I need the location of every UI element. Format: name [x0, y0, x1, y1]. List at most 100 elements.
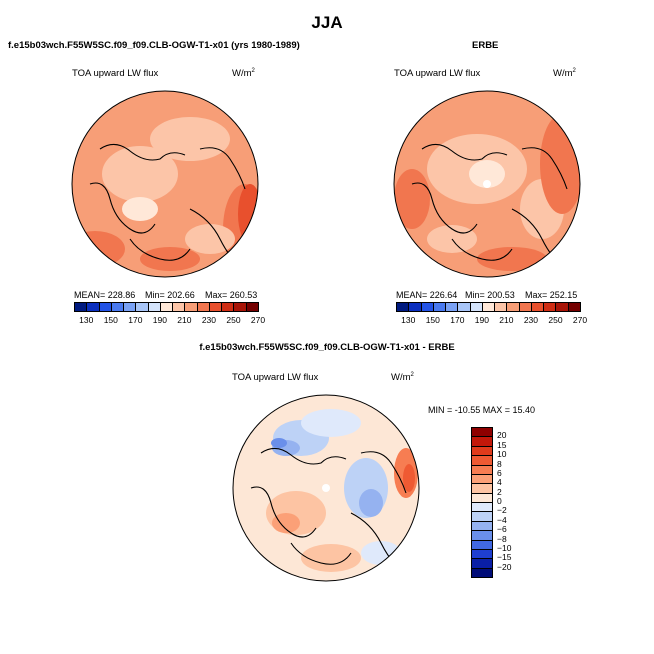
- model-map-boundary: [71, 90, 259, 278]
- colorbar-swatch: [457, 302, 471, 312]
- colorbar-swatch: [420, 302, 434, 312]
- colorbar-swatch: [233, 302, 247, 312]
- coastline: [129, 238, 191, 261]
- colorbar-swatch: [567, 302, 581, 312]
- colorbar-tick-label: 190: [474, 315, 489, 325]
- colorbar-swatch: [506, 302, 520, 312]
- coastline: [451, 238, 513, 261]
- coastline: [421, 143, 508, 161]
- obs-max-label: Max= 252.15: [525, 290, 578, 300]
- colorbar-tick-label: −8: [497, 533, 507, 544]
- colorbar-swatch: [172, 302, 186, 312]
- map-field-contour: [271, 438, 287, 448]
- colorbar-tick-label: 150: [425, 315, 440, 325]
- map-field-contour: [122, 197, 158, 221]
- map-field-contour: [394, 169, 430, 229]
- colorbar-tick-label: −15: [497, 552, 512, 563]
- colorbar-swatch: [396, 302, 410, 312]
- colorbar-swatch: [530, 302, 545, 312]
- colorbar-tick-label: 130: [401, 315, 416, 325]
- colorbar-swatch: [432, 302, 447, 312]
- colorbar-tick-label: 20: [497, 430, 507, 441]
- obs-min-label: Min= 200.53: [465, 290, 515, 300]
- diff-units-label: W/m2: [391, 372, 414, 384]
- colorbar-tick-label: 230: [523, 315, 539, 325]
- map-field-contour: [150, 117, 230, 161]
- colorbar-swatch: [98, 302, 112, 312]
- coastline: [521, 147, 568, 190]
- colorbar-swatch: [208, 302, 223, 312]
- obs-map-boundary: [393, 90, 581, 278]
- colorbar-tick-label: 2: [497, 486, 502, 497]
- coastline: [290, 542, 352, 565]
- colorbar-swatch: [110, 302, 125, 312]
- colorbar-swatch: [518, 302, 532, 312]
- model-variable-label: TOA upward LW flux: [72, 68, 159, 79]
- colorbar-tick-label: 270: [250, 315, 266, 325]
- colorbar-swatch: [471, 567, 493, 578]
- colorbar-swatch: [135, 302, 149, 312]
- map-field-contour: [185, 224, 235, 254]
- colorbar-tick-label: 15: [497, 439, 507, 450]
- obs-mean-label: MEAN= 226.64: [396, 290, 458, 300]
- colorbar-swatch: [159, 302, 174, 312]
- coastline: [250, 486, 317, 538]
- model-mean-label: MEAN= 228.86: [74, 290, 136, 300]
- colorbar-tick-label: 8: [497, 458, 502, 469]
- colorbar-swatch: [408, 302, 422, 312]
- figure-title: JJA: [311, 13, 343, 32]
- colorbar-tick-label: 4: [497, 477, 502, 488]
- map-field-contour: [272, 513, 300, 533]
- map-field-contour: [102, 146, 178, 202]
- coastline: [99, 143, 186, 161]
- model-polar-map: [71, 90, 259, 278]
- map-field-contour: [140, 247, 200, 271]
- colorbar-tick-label: 230: [201, 315, 217, 325]
- colorbar-swatch: [147, 302, 161, 312]
- map-field-contour: [540, 114, 580, 214]
- map-field-contour: [361, 541, 401, 565]
- colorbar-tick-label: 190: [152, 315, 167, 325]
- colorbar-swatch: [445, 302, 459, 312]
- map-field-contour: [359, 489, 383, 517]
- colorbar-tick-label: 250: [548, 315, 563, 325]
- model-min-label: Min= 202.66: [145, 290, 195, 300]
- obs-pole-gap: [483, 180, 491, 188]
- colorbar-tick-label: 250: [226, 315, 241, 325]
- colorbar-tick-label: 210: [177, 315, 192, 325]
- colorbar-tick-label: −2: [497, 505, 507, 516]
- obs-colorbar: [396, 302, 581, 312]
- colorbar-tick-label: 130: [79, 315, 94, 325]
- colorbar-swatch: [221, 302, 235, 312]
- colorbar-swatch: [123, 302, 137, 312]
- model-colorbar-ticks: 130 150 170 190 210 230 250 270: [74, 315, 265, 327]
- colorbar-swatch: [245, 302, 259, 312]
- colorbar-swatch: [543, 302, 557, 312]
- diff-min-max-label: MIN = -10.55 MAX = 15.40: [428, 405, 536, 415]
- colorbar-tick-label: −20: [497, 561, 512, 572]
- coastline: [260, 447, 347, 465]
- diff-polar-map: [232, 394, 420, 582]
- model-colorbar: [74, 302, 259, 312]
- map-field-contour: [301, 544, 361, 572]
- colorbar-swatch: [184, 302, 198, 312]
- colorbar-swatch: [555, 302, 569, 312]
- coastline: [89, 182, 156, 234]
- diff-map-boundary: [232, 394, 420, 582]
- map-field-contour: [477, 247, 547, 271]
- coastline: [411, 182, 478, 234]
- diff-panel-title: f.e15b03wch.F55W5SC.f09_f09.CLB-OGW-T1-x…: [199, 342, 455, 353]
- obs-panel-title: ERBE: [472, 40, 499, 51]
- colorbar-tick-label: 0: [497, 496, 502, 506]
- colorbar-tick-label: 270: [572, 315, 588, 325]
- diff-pole-gap: [322, 484, 330, 492]
- diff-colorbar-ticks: 20 15 10 8 6 4 2 0 −2 −4 −6 −8 −10 −15 −20: [497, 427, 537, 577]
- map-field-contour: [403, 464, 415, 492]
- colorbar-tick-label: −6: [497, 524, 507, 535]
- colorbar-tick-label: 170: [450, 315, 465, 325]
- map-field-contour: [301, 409, 361, 437]
- diff-variable-label: TOA upward LW flux: [232, 372, 319, 383]
- model-max-label: Max= 260.53: [205, 290, 258, 300]
- colorbar-swatch: [74, 302, 88, 312]
- colorbar-tick-label: 6: [497, 467, 502, 478]
